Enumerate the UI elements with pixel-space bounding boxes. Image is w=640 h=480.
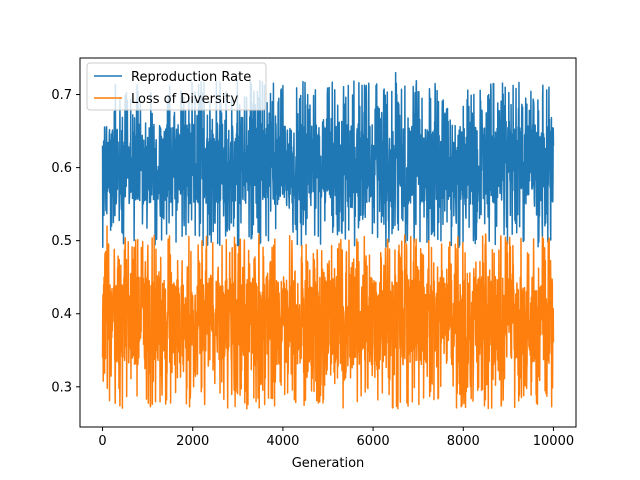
y-tick-label: 0.6 bbox=[51, 161, 72, 176]
legend-label: Loss of Diversity bbox=[131, 92, 238, 107]
y-tick-label: 0.4 bbox=[51, 307, 72, 322]
legend: Reproduction Rate Loss of Diversity bbox=[86, 62, 267, 111]
y-tick-label: 0.3 bbox=[51, 380, 72, 395]
y-tick-label: 0.7 bbox=[51, 88, 72, 103]
x-tick-label: 8000 bbox=[447, 434, 480, 449]
legend-label: Reproduction Rate bbox=[131, 70, 251, 85]
plot-frame bbox=[79, 57, 577, 428]
x-tick-label: 10000 bbox=[533, 434, 574, 449]
y-axis-ticks: 0.3 0.4 0.5 0.6 0.7 bbox=[51, 88, 80, 395]
x-axis-ticks: 0 2000 4000 6000 8000 10000 bbox=[98, 427, 574, 449]
x-tick-label: 4000 bbox=[266, 434, 299, 449]
x-tick-label: 2000 bbox=[176, 434, 209, 449]
series-layer bbox=[101, 71, 555, 410]
legend-box bbox=[86, 62, 267, 111]
series-line-0 bbox=[101, 71, 555, 249]
series-line-1 bbox=[101, 225, 555, 410]
x-tick-label: 6000 bbox=[357, 434, 390, 449]
y-tick-label: 0.5 bbox=[51, 234, 72, 249]
x-axis-label: Generation bbox=[292, 456, 365, 471]
x-tick-label: 0 bbox=[98, 434, 106, 449]
